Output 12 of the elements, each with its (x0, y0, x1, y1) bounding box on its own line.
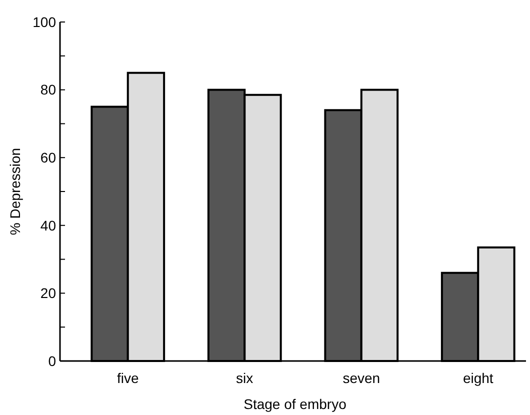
y-tick-label: 80 (40, 82, 56, 98)
y-tick-label: 20 (40, 285, 56, 302)
y-tick-label: 100 (32, 14, 56, 30)
x-axis-title: Stage of embryo (244, 396, 347, 412)
y-tick-label: 40 (40, 217, 56, 234)
y-tick-label: 0 (48, 352, 56, 369)
y-axis-title: % Depression (7, 148, 23, 236)
x-tick-label: seven (342, 370, 380, 386)
x-tick-label: eight (462, 370, 494, 386)
x-tick-label: five (116, 370, 139, 386)
x-tick-label: six (236, 370, 254, 386)
y-tick-label: 60 (40, 150, 56, 166)
